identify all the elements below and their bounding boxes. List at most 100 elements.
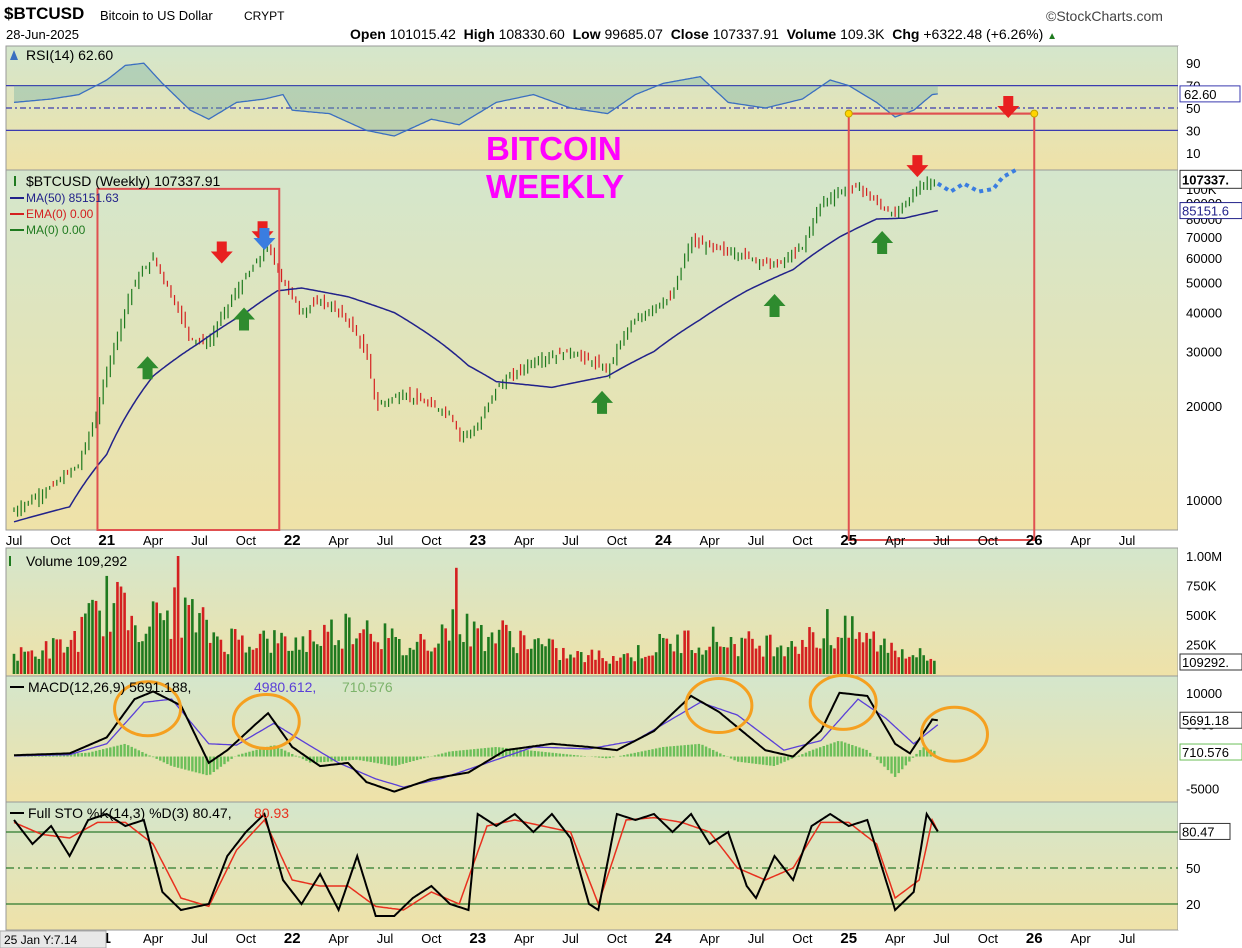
highlight-box (96, 187, 281, 531)
sto-d-line (13, 816, 939, 911)
macd-signal-legend-label: 4980.612, (254, 679, 316, 695)
volume-bar (162, 620, 166, 674)
macd-hist-bar (754, 756, 758, 764)
volume-bar (59, 639, 62, 674)
ma50-value-tag (1179, 202, 1242, 220)
bottom-axis-label: Oct (978, 931, 999, 946)
macd-hist-bar (626, 754, 629, 757)
macd-hist-bar (715, 751, 718, 757)
x-axis-label: Jul (562, 533, 579, 548)
macd-hist-bar (101, 749, 105, 757)
volume-value: 109.3K (840, 26, 885, 42)
volume-bar (105, 575, 109, 674)
macd-hist-bar (333, 756, 337, 762)
volume-bar (269, 652, 273, 674)
macd-hist-bar (287, 752, 290, 757)
volume-bar (112, 603, 116, 674)
macd-hist-bar (669, 746, 672, 757)
macd-hist-bar (226, 756, 230, 762)
macd-hist-bar (483, 748, 487, 757)
volume-bar (587, 655, 590, 674)
x-axis-label: Apr (1071, 533, 1092, 548)
macd-hist-bar (676, 745, 679, 757)
bottom-axis-label: Oct (236, 931, 257, 946)
macd-hist-bar (786, 756, 790, 761)
macd-hist-bar (826, 744, 829, 757)
macd-hist-bar (169, 756, 173, 766)
macd-hist-bar (758, 756, 761, 765)
volume-tick-label: 250K (1186, 638, 1217, 653)
macd-hist-bar (87, 752, 91, 757)
volume-bar (30, 650, 34, 674)
volume-bar (358, 633, 362, 674)
sto-tick-label: 50 (1186, 861, 1200, 876)
macd-hist-bar (148, 755, 151, 757)
volume-bar (301, 636, 305, 674)
bottom-axis-label: Apr (514, 931, 535, 946)
macd-hist-bar (694, 744, 697, 757)
volume-bar (554, 648, 558, 674)
macd-hist-bar (166, 756, 169, 765)
macd-hist-bar (390, 756, 394, 766)
volume-bar (594, 659, 597, 674)
macd-hist-bar (487, 747, 490, 757)
volume-bar (918, 648, 922, 674)
macd-hist-bar (701, 744, 704, 757)
macd-hist-bar (237, 754, 240, 757)
volume-value-tag (1179, 653, 1242, 671)
volume-bar (879, 645, 883, 674)
macd-hist-bar (465, 749, 469, 757)
volume-bar (793, 646, 797, 674)
x-axis-label: Jul (933, 533, 950, 548)
exchange-label: CRYPT (244, 9, 285, 23)
chg-up-icon: ▲ (1047, 31, 1058, 42)
volume-bar (615, 660, 619, 674)
macd-hist-bar (162, 756, 166, 763)
volume-bar (98, 610, 101, 674)
volume-bar (872, 631, 876, 674)
macd-hist-bar (890, 756, 893, 774)
macd-hist-bar (811, 749, 815, 757)
macd-hist-bar (790, 756, 793, 759)
volume-bar (183, 597, 187, 674)
rsi-overbought-fill (14, 63, 938, 137)
volume-bar (672, 651, 676, 674)
volume-bar (176, 556, 180, 674)
volume-bar (562, 647, 565, 674)
x-axis-label: Oct (607, 533, 628, 548)
volume-bar (251, 649, 255, 674)
macd-hist-bar (180, 756, 183, 769)
volume-bar (483, 651, 487, 674)
x-axis-label: Jul (1119, 533, 1136, 548)
volume-bar (109, 631, 112, 674)
chg-value: +6322.48 (+6.26%) (923, 26, 1044, 42)
volume-bar (44, 641, 48, 674)
price-panel (5, 169, 1179, 531)
macd-hist-bar (797, 755, 801, 757)
macd-hist-bar (901, 756, 904, 770)
macd-hist-bar (451, 751, 454, 757)
volume-bar (818, 648, 822, 674)
volume-bar (808, 627, 811, 674)
volume-bar (833, 648, 836, 674)
macd-hist-bar (622, 755, 626, 757)
macd-hist-bar (94, 750, 98, 757)
marker-arrow-icon (253, 227, 276, 250)
macd-hist-bar (772, 756, 776, 767)
macd-tick-label: -5000 (1186, 781, 1219, 796)
volume-bar (169, 638, 173, 674)
bottom-axis-label: Jul (748, 931, 765, 946)
price-tick-label: 40000 (1186, 306, 1222, 321)
macd-hist-bar (415, 756, 419, 761)
volume-bar (547, 638, 551, 674)
volume-bar (447, 640, 451, 674)
macd-hist-bar (601, 756, 604, 758)
macd-hist-bar (337, 756, 340, 762)
volume-bar (408, 647, 412, 674)
volume-bar (658, 633, 661, 674)
x-axis-label: 21 (98, 532, 115, 549)
volume-bar (551, 639, 554, 674)
volume-bar (226, 654, 230, 674)
price-tick-label: 50000 (1186, 275, 1222, 290)
macd-hist-bar (194, 756, 198, 773)
